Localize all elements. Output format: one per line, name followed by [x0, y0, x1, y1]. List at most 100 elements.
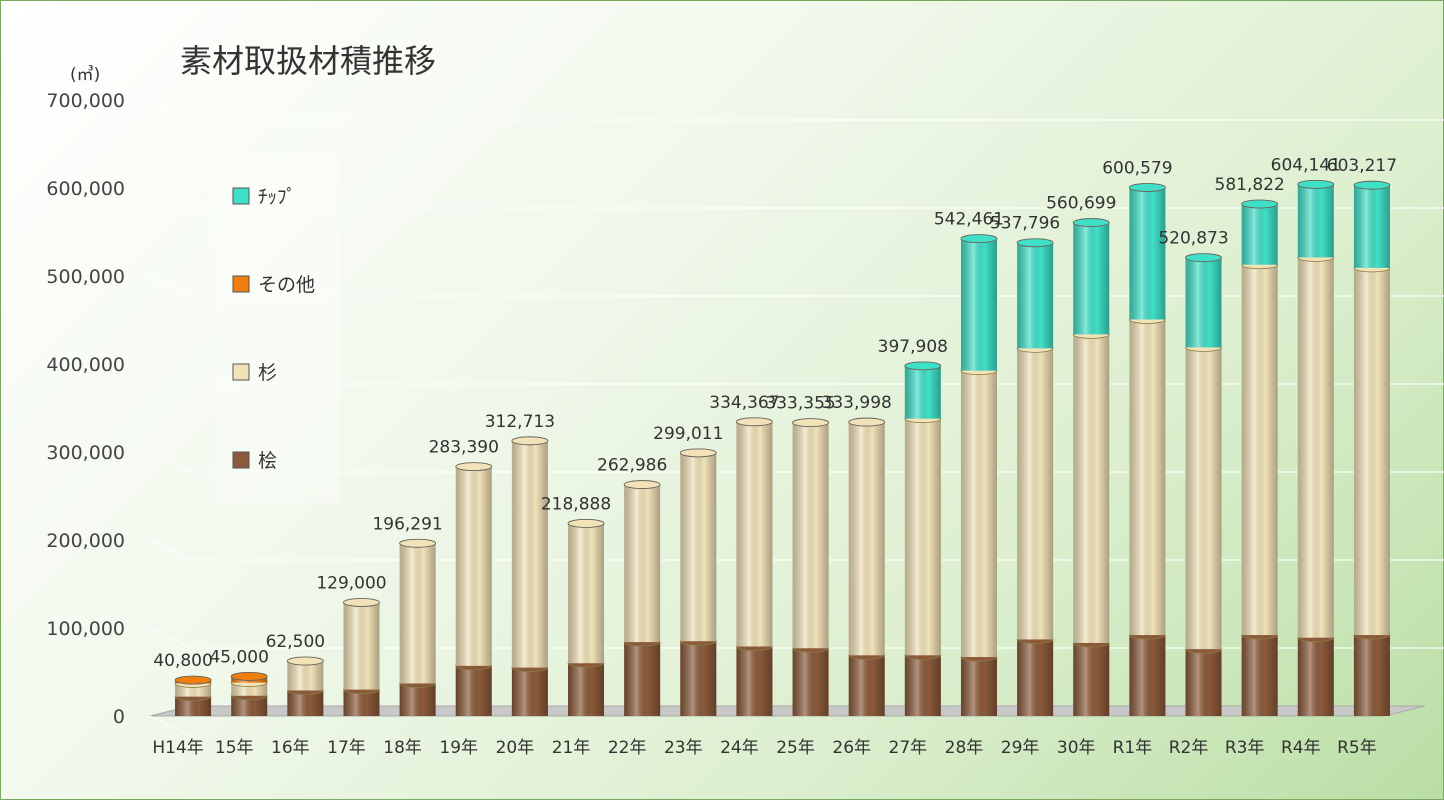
x-tick-label: 22年 [608, 738, 647, 758]
bar-cap [1016, 238, 1054, 248]
bar-shading [1353, 185, 1390, 268]
bar-segment [623, 480, 661, 643]
x-tick-label: 19年 [439, 738, 478, 758]
x-tick-label: 29年 [1001, 738, 1040, 758]
bar-cap [1241, 199, 1279, 209]
bar-segment [960, 652, 998, 716]
bar-segment [736, 642, 773, 716]
y-tick-label: 600,000 [46, 178, 125, 200]
legend-box [215, 155, 340, 503]
bar-shading [231, 695, 268, 716]
chart-walls [149, 705, 1426, 717]
x-tick-label: 25年 [776, 738, 815, 758]
bar-cap [960, 234, 998, 244]
bar-segment [792, 643, 829, 716]
bar-cap [511, 436, 549, 446]
bar-shading [1017, 639, 1054, 716]
bar-segment [1016, 343, 1054, 640]
bar-segment [1297, 179, 1335, 258]
bar-cap [567, 518, 605, 528]
bar-segment [567, 658, 605, 716]
x-tick-label: 16年 [271, 738, 310, 758]
bar-segment [1353, 630, 1391, 716]
bar-shading [455, 665, 492, 716]
bar-shading [175, 696, 212, 716]
y-tick-label: 100,000 [46, 618, 125, 640]
y-tick-label: 500,000 [46, 266, 125, 288]
total-label: 62,500 [266, 632, 325, 652]
bar-cap [679, 448, 717, 458]
bar-segment [511, 663, 549, 716]
total-label: 581,822 [1215, 175, 1285, 195]
bar-cap [904, 361, 942, 371]
y-tick-label: 400,000 [46, 354, 125, 376]
legend-label: その他 [258, 274, 315, 296]
gridlines [149, 99, 1444, 737]
bar-shading [680, 641, 717, 716]
bar-cap [1185, 253, 1222, 263]
bar-segment [511, 436, 549, 668]
bar-shading [904, 365, 941, 419]
bar-segment [960, 366, 998, 658]
x-tick-label: 15年 [215, 738, 254, 758]
bar-cap [792, 418, 829, 428]
x-tick-label: R5年 [1337, 738, 1377, 758]
bars [174, 179, 1391, 716]
bar-segment [848, 417, 886, 656]
total-label: 283,390 [429, 438, 499, 458]
bar-shading [1297, 637, 1334, 716]
bar-cap [399, 538, 437, 548]
x-axis: H14年 15年 16年 17年 18年 19年 20年 21年 22年 23年 24年 25年 26年… [152, 738, 1376, 758]
bar-segment [1185, 342, 1222, 650]
legend-swatch [232, 451, 250, 469]
bar-shading [1073, 222, 1110, 335]
gridline-depth [149, 715, 191, 737]
bar-shading [399, 543, 436, 684]
bar-segment [1241, 199, 1279, 265]
bar-shading [568, 523, 605, 664]
chart-title: 素材取扱材積推移 [180, 42, 436, 80]
legend-label: 桧 [258, 450, 277, 472]
total-label: 196,291 [372, 514, 442, 534]
total-label: 537,796 [990, 214, 1060, 234]
bar-segment [1185, 644, 1222, 716]
bar-shading [848, 422, 885, 656]
bar-shading [624, 484, 661, 643]
bar-shading [624, 642, 661, 716]
gridline-depth [149, 451, 191, 473]
bar-shading [1241, 264, 1278, 636]
bar-shading [1073, 334, 1110, 643]
bar-cap [455, 462, 493, 472]
bar-segment [848, 650, 886, 716]
legend-label: ﾁｯﾌﾟ [258, 186, 296, 208]
legend-swatch [232, 363, 250, 381]
bar-segment [904, 414, 942, 656]
bar-shading [904, 655, 941, 716]
bar-shading [287, 661, 324, 691]
total-label: 129,000 [316, 573, 386, 593]
bar-segment [455, 661, 493, 716]
bar-shading [792, 422, 829, 649]
bar-segment [904, 650, 942, 716]
legend-swatch [232, 187, 250, 205]
bar-segment [567, 518, 605, 664]
total-label: 262,986 [597, 456, 667, 476]
y-tick-label: 700,000 [46, 90, 125, 112]
y-axis-unit: (㎥) [70, 65, 100, 85]
bar-shading [1185, 257, 1222, 348]
bar-shading [680, 452, 717, 642]
x-tick-label: 24年 [720, 738, 759, 758]
total-label: 603,217 [1327, 156, 1397, 176]
bar-segment [455, 462, 493, 666]
x-tick-label: R4年 [1281, 738, 1321, 758]
bar-shading [1129, 319, 1166, 636]
x-tick-label: R3年 [1225, 738, 1265, 758]
bar-shading [1017, 242, 1054, 349]
gridline-depth [149, 187, 191, 209]
x-tick-label: 21年 [552, 738, 591, 758]
bar-cap [343, 598, 380, 607]
total-label: 45,000 [209, 647, 268, 667]
gridline-depth [149, 363, 191, 385]
bar-cap [1128, 183, 1166, 192]
bar-segment [1353, 180, 1391, 268]
